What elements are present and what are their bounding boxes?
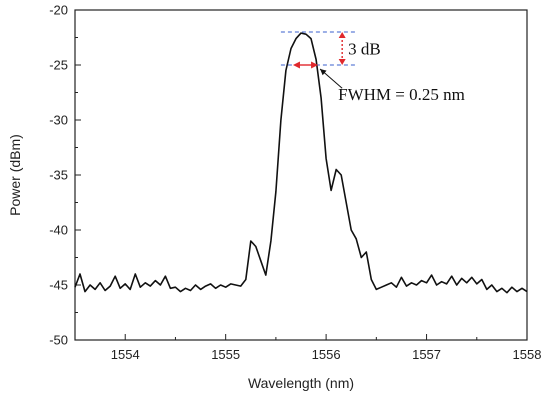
- x-tick-label: 1554: [111, 347, 140, 362]
- x-axis-title: Wavelength (nm): [248, 375, 354, 391]
- x-axis-ticks: 1554 1555 1556 1557 1558: [74, 334, 542, 362]
- y-tick-label: -25: [49, 58, 68, 73]
- series-line-spectrum: [74, 32, 528, 294]
- annotations: 3 dB FWHM = 0.25 nm: [280, 31, 465, 104]
- y-tick-label: -40: [49, 223, 68, 238]
- arrowhead-3db-bottom: [338, 59, 346, 65]
- y-tick-label: -20: [49, 3, 68, 18]
- annotation-3db-label: 3 dB: [348, 40, 381, 59]
- x-tick-label: 1558: [513, 347, 542, 362]
- y-tick-label: -50: [49, 333, 68, 348]
- arrowhead-3db-top: [338, 32, 346, 38]
- x-tick-label: 1557: [412, 347, 441, 362]
- y-tick-label: -35: [49, 168, 68, 183]
- y-axis-title: Power (dBm): [7, 134, 23, 216]
- plot-frame: [74, 9, 528, 341]
- y-tick-label: -45: [49, 278, 68, 293]
- y-axis-ticks: -50 -45 -40 -35 -30 -25 -20: [49, 3, 81, 348]
- arrowhead-fwhm-leader: [320, 69, 327, 76]
- plot-layer: 1554 1555 1556 1557 1558 -50-45-40-35-30-25-…: [7, 3, 541, 392]
- y-tick-label: -30: [49, 113, 68, 128]
- annotation-fwhm-label: FWHM = 0.25 nm: [338, 85, 465, 104]
- arrowhead-fwhm-right: [311, 61, 319, 69]
- x-tick-label: 1555: [211, 347, 240, 362]
- arrowhead-fwhm-left: [292, 61, 300, 69]
- x-tick-label: 1556: [312, 347, 341, 362]
